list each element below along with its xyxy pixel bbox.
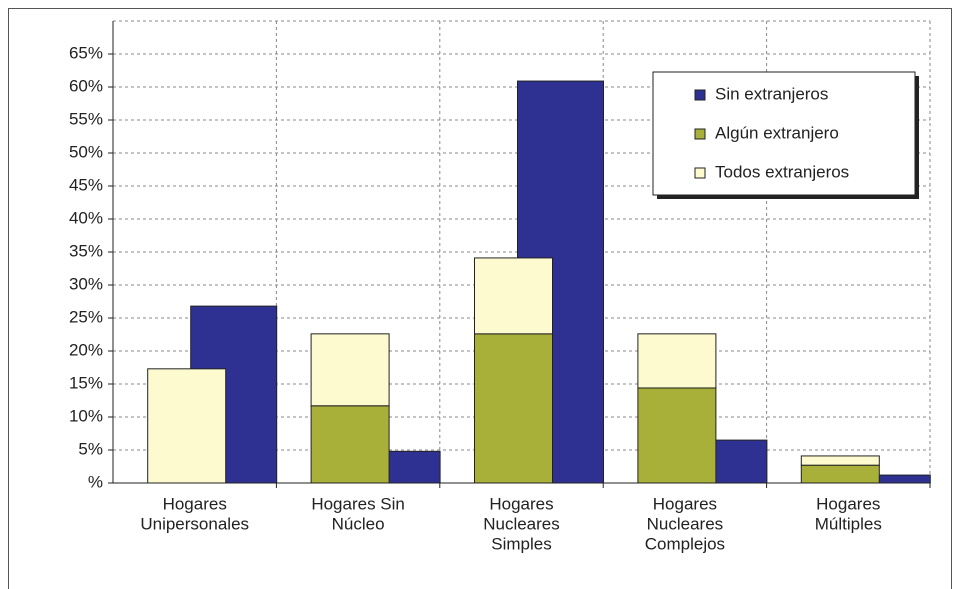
y-tick-label: 30% — [69, 274, 103, 293]
y-tick-label: 65% — [69, 43, 103, 62]
x-tick-label: Hogares — [489, 494, 553, 513]
x-tick-label: Simples — [491, 534, 551, 553]
bar — [637, 387, 717, 484]
bar — [310, 333, 390, 407]
x-tick-label: Hogares Sin — [311, 494, 405, 513]
x-tick-label: Nucleares — [647, 514, 724, 533]
x-tick-label: Hogares — [163, 494, 227, 513]
y-tick-label: 35% — [69, 241, 103, 260]
x-tick-label: Hogares — [653, 494, 717, 513]
legend-swatch — [694, 128, 706, 140]
x-tick-label: Unipersonales — [140, 514, 249, 533]
y-tick-label: 20% — [69, 340, 103, 359]
legend-swatch — [694, 89, 706, 101]
legend-label: Algún extranjero — [715, 123, 839, 142]
x-tick-label: Núcleo — [332, 514, 385, 533]
x-tick-label: Nucleares — [483, 514, 560, 533]
bar — [147, 368, 227, 484]
y-tick-label: 40% — [69, 208, 103, 227]
y-tick-label: 5% — [78, 439, 103, 458]
y-tick-label: 45% — [69, 175, 103, 194]
legend-label: Sin extranjeros — [715, 84, 828, 103]
y-tick-label: 55% — [69, 109, 103, 128]
y-tick-label: 50% — [69, 142, 103, 161]
bar — [637, 333, 717, 389]
bar — [474, 257, 553, 335]
bar — [474, 333, 553, 484]
y-tick-label: 60% — [69, 76, 103, 95]
x-tick-label: Múltiples — [815, 514, 882, 533]
bar — [310, 405, 390, 484]
legend-swatch — [694, 167, 706, 179]
y-tick-label: 25% — [69, 307, 103, 326]
y-tick-label: 15% — [69, 373, 103, 392]
y-tick-label: % — [88, 472, 103, 491]
legend-label: Todos extranjeros — [715, 162, 849, 181]
frame — [8, 8, 952, 589]
y-tick-label: 10% — [69, 406, 103, 425]
bar — [800, 464, 880, 484]
x-tick-label: Complejos — [645, 534, 725, 553]
bar — [800, 455, 880, 466]
x-tick-label: Hogares — [816, 494, 880, 513]
